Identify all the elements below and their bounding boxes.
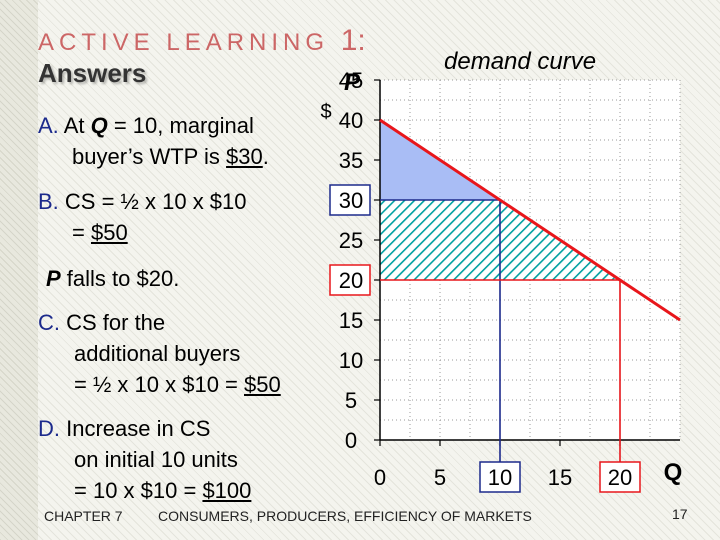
x-tick-label: 0 [374,465,386,490]
y-tick-label: 25 [339,228,363,253]
answer-c-line3: = ½ x 10 x $10 = $50 [74,369,281,400]
answer-c-line1: C. CS for the [38,307,165,338]
left-decorative-bar [0,0,38,540]
answer-b-line2-pre: = [72,220,91,245]
y-tick-label: 10 [339,348,363,373]
y-tick-highlight-box [329,184,371,216]
page-number: 17 [672,506,688,522]
answer-d-line2: on initial 10 units [74,447,238,472]
y-tick-label: 40 [339,108,363,133]
answer-b-letter: B. [38,189,59,214]
x-tick-label: 20 [608,465,632,490]
demand-curve-line [379,118,681,322]
answer-d-letter: D. [38,416,60,441]
answer-c-line3-pre: = ½ x 10 x $10 = [74,372,245,397]
answer-a-line1: A. At Q = 10, marginal [38,110,254,141]
x-tick-label: 5 [434,465,446,490]
y-tick-label: 45 [339,68,363,93]
answer-a-value: $30 [226,144,263,169]
answer-a-letter: A. [38,113,59,138]
price-quantity-markers [380,199,621,462]
answer-a-line2: buyer’s WTP is $30. [72,141,269,172]
price-change-line: P falls to $20. [46,263,179,294]
y-tick-label: 35 [339,148,363,173]
footer-title: CONSUMERS, PRODUCERS, EFFICIENCY OF MARK… [158,508,532,524]
x-tick-highlight-box [479,461,521,493]
answer-a-line2-pre: buyer’s WTP is [72,144,227,169]
answer-a-text-pre: At [58,113,91,138]
y-tick-highlight-box [329,264,371,296]
answer-c-letter: C. [38,310,60,335]
tick-labels: 0 5 10 15 20 25 30 35 40 45 0 5 10 15 20 P $ Q [320,68,683,493]
answer-d-line3: = 10 x $10 = $100 [74,475,251,506]
answer-c-value: $50 [244,372,281,397]
answer-d-value: $100 [202,478,252,503]
answer-d-text: Increase in CS [60,416,211,441]
x-tick-highlight-box [599,461,641,493]
answer-b-text: CS = ½ x 10 x $10 [58,189,247,214]
answer-d-line1: D. Increase in CS [38,413,210,444]
axes [374,79,680,446]
answer-d-line3-pre: = 10 x $10 = [74,478,203,503]
answer-a-line2-end: . [262,144,269,169]
y-tick-label: 0 [345,428,357,453]
y-axis-unit: $ [320,101,331,123]
y-tick-label: 15 [339,308,363,333]
answer-b-value: $50 [90,220,128,245]
answer-a-text-post: = 10, marginal [107,113,254,138]
answer-b-line1: B. CS = ½ x 10 x $10 [38,186,247,217]
footer-chapter: CHAPTER 7 [44,508,123,524]
x-tick-label: 10 [488,465,512,490]
price-change-text: falls to $20. [60,266,180,291]
y-tick-label: 20 [339,268,363,293]
demand-series [379,118,681,322]
answer-c-text: CS for the [60,310,166,335]
y-axis-label: P [344,69,361,96]
header-title: ACTIVE LEARNING [38,29,330,56]
header-colon: : [357,24,366,57]
chart-title: demand curve [444,48,597,75]
price-change-p: P [46,266,61,291]
answer-a-q: Q [90,113,108,138]
answer-c-line2: additional buyers [74,341,241,366]
answer-b-line2: = $50 [72,217,128,248]
header-number: 1 [340,24,358,57]
slide-header: ACTIVE LEARNING 1: [38,24,366,58]
x-axis-label: Q [664,459,683,486]
x-tick-label: 15 [548,465,572,490]
slide-subtitle: Answers [38,58,147,88]
increase-in-cs-region [380,200,500,280]
y-tick-label: 5 [345,388,357,413]
y-tick-label: 30 [339,188,363,213]
